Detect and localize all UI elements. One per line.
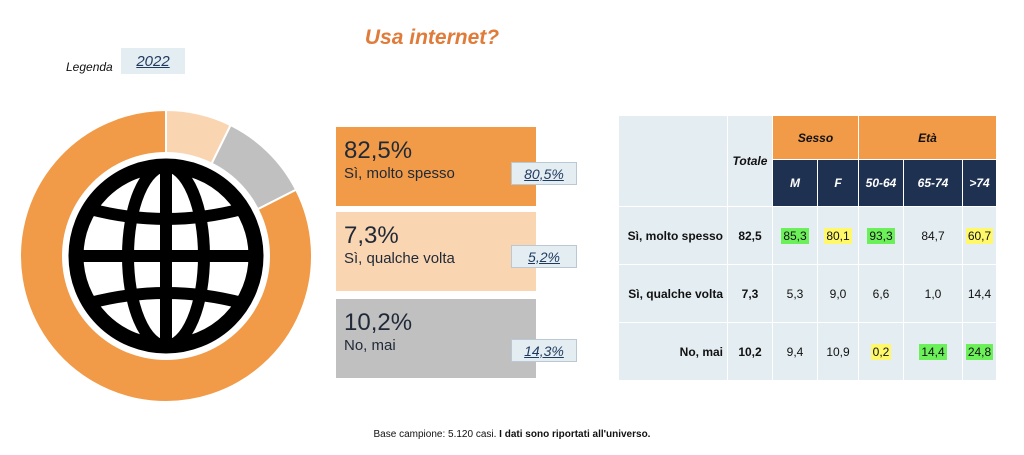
previous-value-never: 14,3%	[511, 339, 577, 362]
header-eta: Età	[858, 115, 997, 160]
table-corner	[618, 115, 728, 207]
col-header-74plus: >74	[962, 159, 997, 207]
table-cell: 1,0	[903, 264, 963, 323]
legend-label: Legenda	[66, 60, 113, 74]
col-header-f: F	[817, 159, 859, 207]
col-header-m: M	[772, 159, 818, 207]
value-label-sometimes: 7,3%	[344, 222, 399, 249]
row-total: 82,5	[727, 206, 773, 265]
globe-icon	[62, 152, 270, 360]
table-cell: 6,6	[858, 264, 904, 323]
category-label-sometimes: Sì, qualche volta	[344, 250, 455, 267]
row-total: 10,2	[727, 322, 773, 381]
category-box-never: 10,2% No, mai	[336, 299, 536, 378]
value-label-often: 82,5%	[344, 137, 413, 164]
col-header-50-64: 50-64	[858, 159, 904, 207]
legend-year-badge: 2022	[121, 48, 185, 74]
table-cell: 60,7	[962, 206, 997, 265]
previous-value-often: 80,5%	[511, 162, 577, 185]
table-cell: 93,3	[858, 206, 904, 265]
table-row: No, mai 10,2 9,4 10,9 0,2 14,4 24,8	[618, 322, 997, 381]
footer-prefix: Base campione:	[373, 429, 446, 440]
breakdown-table: Totale Sesso Età M F 50-64 65-74 >74 Sì,…	[618, 115, 997, 381]
row-label: Sì, qualche volta	[618, 264, 728, 323]
table-cell: 14,4	[962, 264, 997, 323]
table-cell: 85,3	[772, 206, 818, 265]
header-totale: Totale	[727, 115, 773, 207]
table-cell: 24,8	[962, 322, 997, 381]
category-box-sometimes: 7,3% Sì, qualche volta	[336, 212, 536, 291]
header-sesso: Sesso	[772, 115, 859, 160]
value-label-never: 10,2%	[344, 309, 413, 336]
table-row: Sì, qualche volta 7,3 5,3 9,0 6,6 1,0 14…	[618, 264, 997, 323]
previous-value-sometimes: 5,2%	[511, 245, 577, 268]
footer-cases: 5.120 casi.	[448, 429, 497, 440]
table-cell: 84,7	[903, 206, 963, 265]
table-cell: 14,4	[903, 322, 963, 381]
table-cell: 0,2	[858, 322, 904, 381]
footer-disclaimer: I dati sono riportati all'universo.	[499, 429, 651, 440]
table-cell: 80,1	[817, 206, 859, 265]
row-total: 7,3	[727, 264, 773, 323]
chart-title: Usa internet?	[364, 26, 500, 49]
table-cell: 9,4	[772, 322, 818, 381]
table-cell: 9,0	[817, 264, 859, 323]
category-box-often: 82,5% Sì, molto spesso	[336, 127, 536, 206]
footer-note: Base campione: 5.120 casi. I dati sono r…	[0, 429, 1024, 440]
col-header-65-74: 65-74	[903, 159, 963, 207]
row-label: Sì, molto spesso	[618, 206, 728, 265]
table-cell: 10,9	[817, 322, 859, 381]
category-label-often: Sì, molto spesso	[344, 165, 455, 182]
table-row: Sì, molto spesso 82,5 85,3 80,1 93,3 84,…	[618, 206, 997, 265]
donut-chart	[19, 108, 313, 403]
row-label: No, mai	[618, 322, 728, 381]
table-cell: 5,3	[772, 264, 818, 323]
category-label-never: No, mai	[344, 337, 396, 354]
